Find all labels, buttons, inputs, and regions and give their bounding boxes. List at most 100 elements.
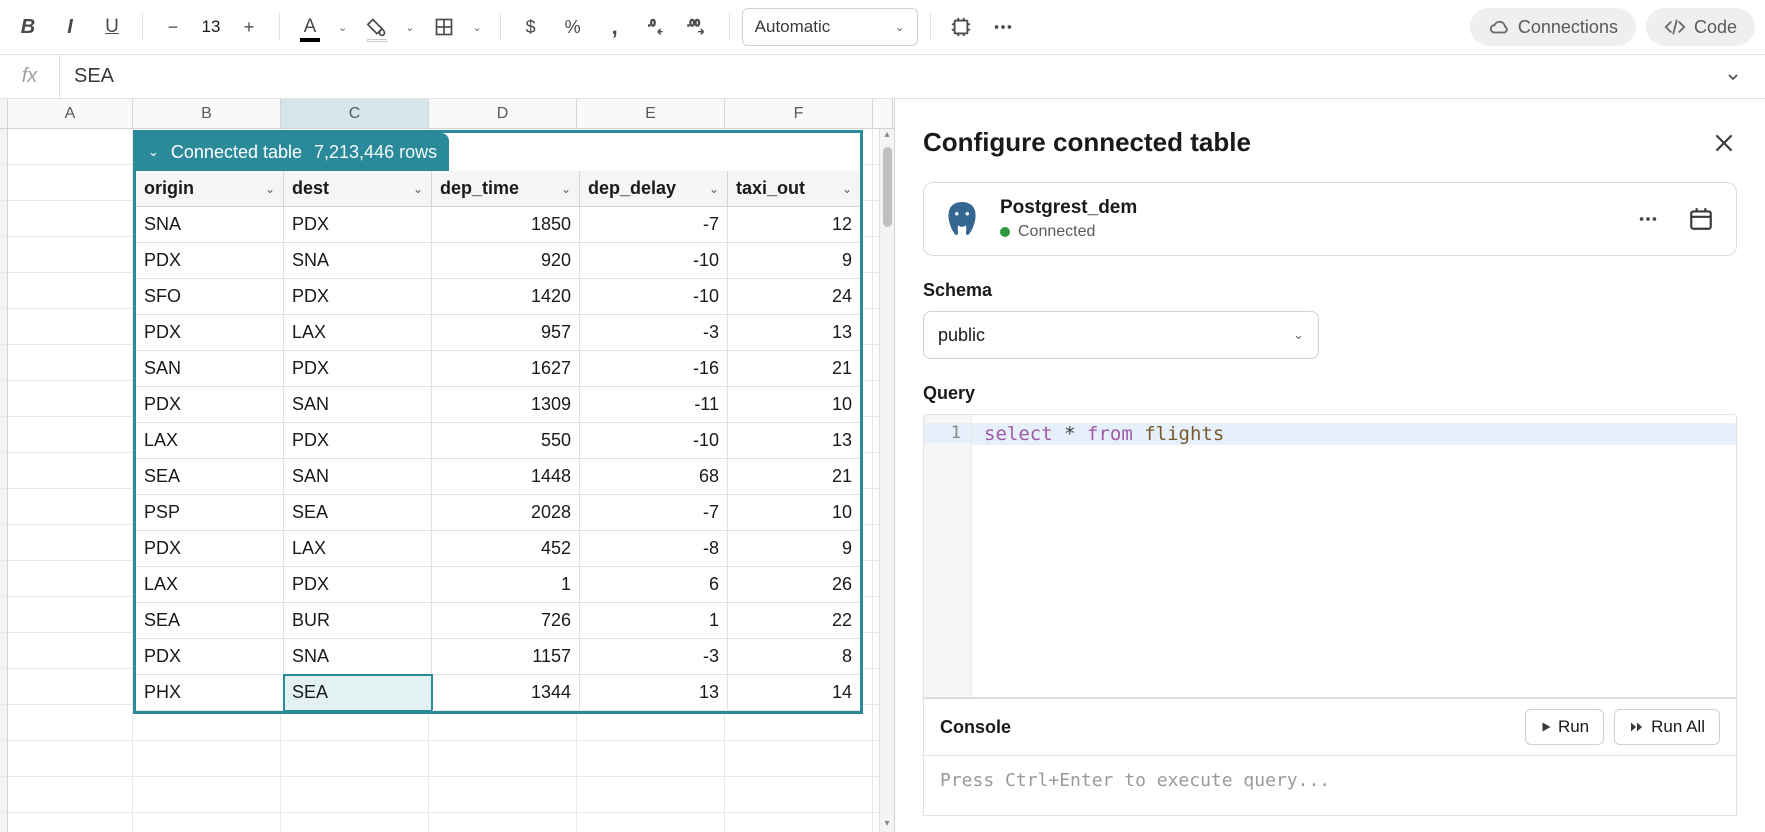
- row-header[interactable]: [0, 165, 8, 201]
- number-format-select[interactable]: Automatic ⌄: [742, 8, 918, 46]
- row-header[interactable]: [0, 813, 8, 832]
- table-cell[interactable]: SFO: [136, 279, 284, 315]
- cell[interactable]: [725, 741, 873, 777]
- table-cell[interactable]: 26: [728, 567, 860, 603]
- cell[interactable]: [8, 309, 133, 345]
- row-header[interactable]: [0, 237, 8, 273]
- cell[interactable]: [281, 741, 429, 777]
- fontsize-decrease-button[interactable]: −: [155, 9, 191, 45]
- scroll-down-icon[interactable]: ▾: [880, 818, 894, 832]
- table-cell[interactable]: PDX: [136, 531, 284, 567]
- close-button[interactable]: [1711, 130, 1737, 156]
- table-cell[interactable]: 1850: [432, 207, 580, 243]
- table-cell[interactable]: 957: [432, 315, 580, 351]
- run-button[interactable]: Run: [1525, 709, 1604, 745]
- ct-col-header[interactable]: dest⌄: [284, 171, 432, 206]
- table-cell[interactable]: PDX: [136, 387, 284, 423]
- table-cell[interactable]: SEA: [284, 675, 432, 711]
- row-header[interactable]: [0, 453, 8, 489]
- table-cell[interactable]: 1344: [432, 675, 580, 711]
- table-cell[interactable]: SAN: [284, 387, 432, 423]
- table-cell[interactable]: 920: [432, 243, 580, 279]
- table-cell[interactable]: -7: [580, 207, 728, 243]
- ct-col-header[interactable]: dep_time⌄: [432, 171, 580, 206]
- underline-button[interactable]: U: [94, 9, 130, 45]
- cell[interactable]: [725, 813, 873, 832]
- table-cell[interactable]: 452: [432, 531, 580, 567]
- cell[interactable]: [8, 489, 133, 525]
- ct-col-header[interactable]: dep_delay⌄: [580, 171, 728, 206]
- cell[interactable]: [577, 777, 725, 813]
- table-cell[interactable]: 726: [432, 603, 580, 639]
- table-cell[interactable]: 1: [580, 603, 728, 639]
- table-cell[interactable]: 12: [728, 207, 860, 243]
- table-cell[interactable]: PDX: [136, 315, 284, 351]
- cell[interactable]: [8, 561, 133, 597]
- fontsize-increase-button[interactable]: +: [231, 9, 267, 45]
- decrease-decimal-button[interactable]: .0: [639, 9, 675, 45]
- col-header[interactable]: B: [133, 99, 281, 128]
- connection-more-button[interactable]: [1630, 201, 1666, 237]
- cell[interactable]: [429, 813, 577, 832]
- col-header[interactable]: E: [577, 99, 725, 128]
- row-header[interactable]: [0, 597, 8, 633]
- scroll-up-icon[interactable]: ▴: [880, 129, 894, 143]
- table-cell[interactable]: -16: [580, 351, 728, 387]
- vertical-scrollbar[interactable]: ▴ ▾: [879, 129, 894, 832]
- table-cell[interactable]: 1627: [432, 351, 580, 387]
- table-cell[interactable]: 21: [728, 351, 860, 387]
- table-cell[interactable]: -10: [580, 423, 728, 459]
- table-cell[interactable]: 21: [728, 459, 860, 495]
- table-cell[interactable]: SAN: [284, 459, 432, 495]
- col-header[interactable]: A: [8, 99, 133, 128]
- table-cell[interactable]: LAX: [136, 423, 284, 459]
- cell[interactable]: [8, 165, 133, 201]
- cell[interactable]: [133, 813, 281, 832]
- row-header[interactable]: [0, 741, 8, 777]
- percent-button[interactable]: %: [555, 9, 591, 45]
- table-cell[interactable]: 6: [580, 567, 728, 603]
- text-color-button[interactable]: A: [292, 9, 328, 45]
- table-cell[interactable]: BUR: [284, 603, 432, 639]
- runall-button[interactable]: Run All: [1614, 709, 1720, 745]
- row-header[interactable]: [0, 381, 8, 417]
- connected-table-banner[interactable]: ⌄ Connected table 7,213,446 rows: [136, 133, 449, 171]
- cell[interactable]: [8, 777, 133, 813]
- borders-button[interactable]: [426, 9, 462, 45]
- row-header[interactable]: [0, 777, 8, 813]
- italic-button[interactable]: I: [52, 9, 88, 45]
- table-cell[interactable]: -10: [580, 243, 728, 279]
- corner[interactable]: [0, 99, 8, 128]
- table-cell[interactable]: PDX: [284, 207, 432, 243]
- table-cell[interactable]: 13: [728, 423, 860, 459]
- cell[interactable]: [133, 741, 281, 777]
- table-cell[interactable]: 10: [728, 387, 860, 423]
- row-header[interactable]: [0, 129, 8, 165]
- cell[interactable]: [8, 741, 133, 777]
- table-cell[interactable]: 1420: [432, 279, 580, 315]
- text-color-dropdown[interactable]: ⌄: [332, 9, 353, 45]
- row-header[interactable]: [0, 345, 8, 381]
- chevron-down-icon[interactable]: ⌄: [842, 182, 852, 196]
- table-cell[interactable]: 24: [728, 279, 860, 315]
- formula-expand-button[interactable]: [1725, 69, 1765, 85]
- chevron-down-icon[interactable]: ⌄: [413, 182, 423, 196]
- ai-assist-button[interactable]: [943, 9, 979, 45]
- query-editor[interactable]: 1 select * from flights: [923, 414, 1737, 698]
- cell[interactable]: [8, 273, 133, 309]
- row-header[interactable]: [0, 669, 8, 705]
- cell[interactable]: [725, 777, 873, 813]
- formula-input[interactable]: SEA: [60, 65, 1725, 88]
- table-cell[interactable]: PDX: [284, 351, 432, 387]
- table-cell[interactable]: -7: [580, 495, 728, 531]
- cell[interactable]: [8, 633, 133, 669]
- col-header[interactable]: D: [429, 99, 577, 128]
- chevron-down-icon[interactable]: ⌄: [265, 182, 275, 196]
- fill-color-dropdown[interactable]: ⌄: [399, 9, 420, 45]
- cell[interactable]: [8, 525, 133, 561]
- table-cell[interactable]: PSP: [136, 495, 284, 531]
- schedule-button[interactable]: [1682, 201, 1720, 237]
- comma-button[interactable]: ,: [597, 9, 633, 45]
- cell[interactable]: [8, 597, 133, 633]
- console-output[interactable]: Press Ctrl+Enter to execute query...: [923, 756, 1737, 816]
